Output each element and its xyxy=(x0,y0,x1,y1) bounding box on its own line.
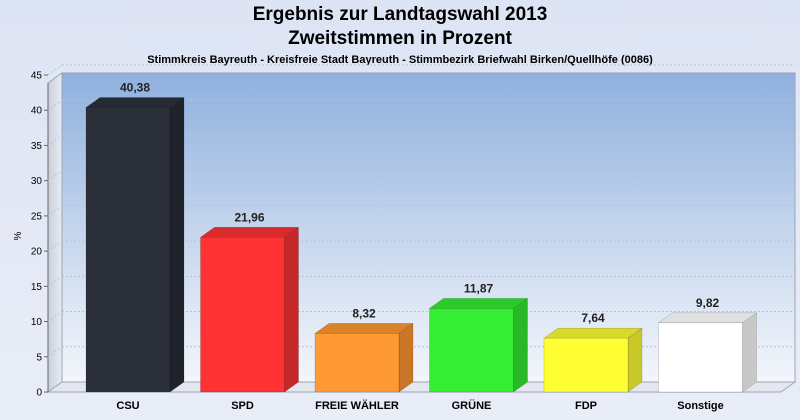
bar-csu xyxy=(85,97,185,393)
bar-top xyxy=(543,327,643,339)
y-tick-label: 45 xyxy=(31,71,43,82)
y-tick-label: 40 xyxy=(31,106,43,117)
bar-side xyxy=(627,327,643,393)
bar-front xyxy=(429,308,514,393)
bar-front xyxy=(658,322,743,393)
x-tick-label: FREIE WÄHLER xyxy=(315,399,399,412)
bar-fdp xyxy=(543,327,643,393)
bar-top xyxy=(199,227,300,238)
bar-front xyxy=(200,237,285,393)
bar-value-label: 11,87 xyxy=(464,281,494,295)
gridline-wall xyxy=(47,346,63,358)
bar-front xyxy=(543,337,629,393)
bar-freie-wähler xyxy=(314,322,414,393)
chart-subtitle: Stimmkreis Bayreuth - Kreisfreie Stadt B… xyxy=(147,54,653,66)
y-tick-label: 30 xyxy=(31,176,43,187)
gridline-wall xyxy=(47,311,63,322)
gridline-wall xyxy=(47,99,63,111)
y-tick-label: 0 xyxy=(36,388,42,399)
y-tick-label: 5 xyxy=(36,352,42,363)
gridline-wall xyxy=(47,64,63,76)
bar-value-label: 21,96 xyxy=(234,210,264,224)
bar-spd xyxy=(199,226,300,393)
bar-side xyxy=(513,297,528,393)
bar-top xyxy=(657,312,758,324)
gridline-wall xyxy=(47,205,63,217)
bar-front xyxy=(314,333,400,393)
x-tick-label: CSU xyxy=(116,400,139,412)
gridline-wall xyxy=(47,240,63,252)
bar-side xyxy=(398,322,414,393)
bar-value-label: 7,64 xyxy=(581,311,605,325)
bar-value-label: 8,32 xyxy=(352,306,376,320)
bar-value-label: 9,82 xyxy=(696,296,720,310)
y-axis-label: % xyxy=(13,231,24,240)
bar-side xyxy=(169,97,185,393)
bar-grüne xyxy=(428,297,529,393)
bar-top xyxy=(85,97,185,108)
y-tick-label: 20 xyxy=(31,247,43,258)
gridline-wall xyxy=(47,135,63,146)
y-tick-label: 10 xyxy=(31,317,43,328)
bar-top xyxy=(314,323,414,334)
bar-side xyxy=(742,312,757,393)
x-tick-label: FDP xyxy=(575,400,597,412)
y-tick-label: 35 xyxy=(31,141,43,152)
y-tick-label: 25 xyxy=(31,211,43,222)
bar-value-label: 40,38 xyxy=(120,81,150,95)
gridline-wall xyxy=(47,170,63,182)
chart-title-line2: Zweitstimmen in Prozent xyxy=(288,28,512,49)
left-wall xyxy=(47,72,63,393)
x-tick-label: Sonstige xyxy=(677,400,723,412)
bar-sonstige xyxy=(657,312,758,393)
bar-top xyxy=(428,298,529,309)
x-tick-label: GRÜNE xyxy=(452,399,492,412)
x-tick-label: SPD xyxy=(231,400,254,412)
bar-side xyxy=(284,226,299,393)
chart-title: Ergebnis zur Landtagswahl 2013 xyxy=(252,4,548,25)
bar-front xyxy=(85,107,171,393)
gridline-wall xyxy=(47,275,63,287)
y-tick-label: 15 xyxy=(31,282,43,293)
